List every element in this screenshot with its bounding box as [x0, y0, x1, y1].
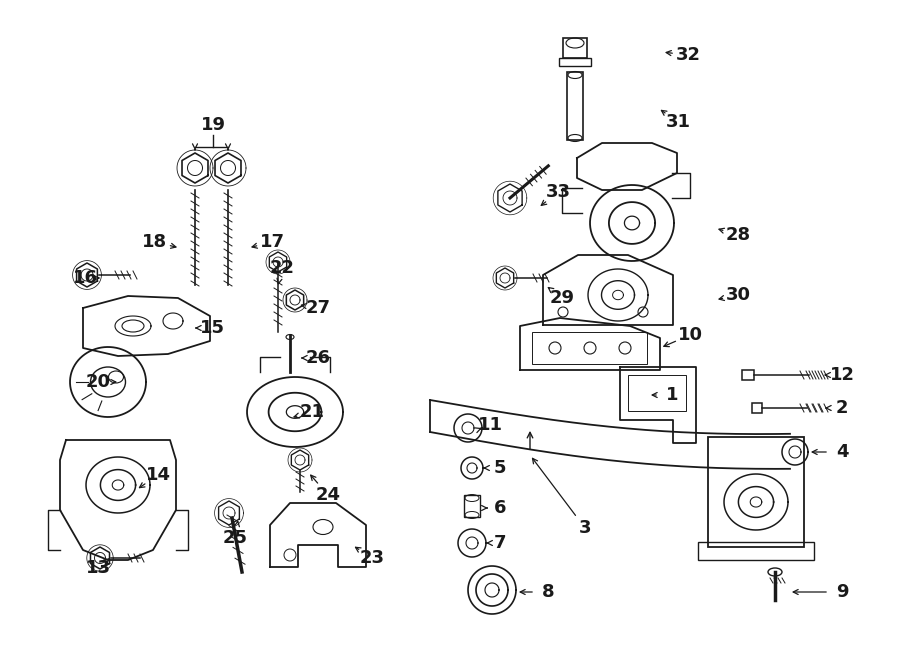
Text: 15: 15 [200, 319, 224, 337]
Text: 30: 30 [725, 286, 751, 304]
Text: 1: 1 [666, 386, 679, 404]
Text: 7: 7 [494, 534, 506, 552]
Text: 3: 3 [579, 519, 591, 537]
Text: 22: 22 [269, 259, 294, 277]
Text: 9: 9 [836, 583, 848, 601]
Text: 32: 32 [676, 46, 700, 64]
Text: 6: 6 [494, 499, 506, 517]
Text: 5: 5 [494, 459, 506, 477]
Bar [752, 403, 762, 413]
Bar [698, 542, 814, 560]
Text: 21: 21 [300, 403, 325, 421]
Text: 23: 23 [359, 549, 384, 567]
Text: 31: 31 [665, 113, 690, 131]
Text: 27: 27 [305, 299, 330, 317]
Bar [742, 370, 754, 380]
Text: 2: 2 [836, 399, 848, 417]
Bar [563, 38, 587, 58]
Text: 20: 20 [86, 373, 111, 391]
Text: 14: 14 [146, 466, 170, 484]
Text: 16: 16 [73, 269, 97, 287]
Text: 17: 17 [259, 233, 284, 251]
Text: 25: 25 [222, 529, 248, 547]
Text: 26: 26 [305, 349, 330, 367]
Text: 24: 24 [316, 486, 340, 504]
Text: 19: 19 [201, 116, 226, 134]
Text: 33: 33 [545, 183, 571, 201]
Text: 11: 11 [478, 416, 502, 434]
Text: 10: 10 [678, 326, 703, 344]
Bar [567, 72, 583, 140]
Bar [532, 332, 647, 364]
Text: 12: 12 [830, 366, 854, 384]
Text: 4: 4 [836, 443, 848, 461]
Bar [628, 375, 686, 411]
Text: 18: 18 [142, 233, 167, 251]
Text: 13: 13 [86, 559, 111, 577]
Text: 28: 28 [725, 226, 751, 244]
Bar [559, 58, 591, 66]
Text: 8: 8 [542, 583, 554, 601]
Bar [464, 495, 480, 517]
Bar [708, 437, 804, 547]
Text: 29: 29 [550, 289, 574, 307]
